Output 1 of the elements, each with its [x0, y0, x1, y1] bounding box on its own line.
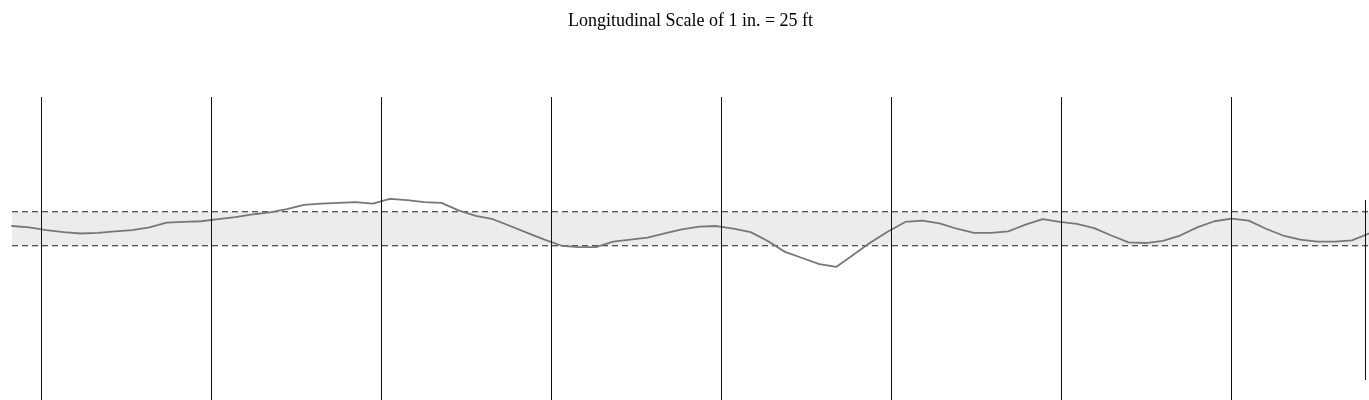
chart-title: Longitudinal Scale of 1 in. = 25 ft	[567, 9, 814, 30]
